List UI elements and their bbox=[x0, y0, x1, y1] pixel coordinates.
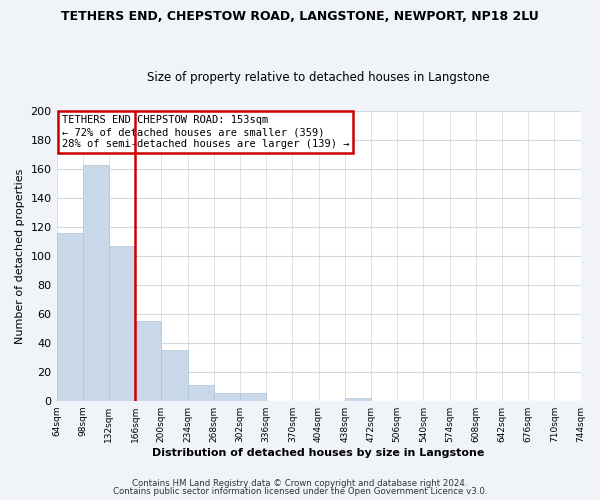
Bar bbox=[240, 394, 266, 400]
Text: TETHERS END CHEPSTOW ROAD: 153sqm
← 72% of detached houses are smaller (359)
28%: TETHERS END CHEPSTOW ROAD: 153sqm ← 72% … bbox=[62, 116, 349, 148]
Title: Size of property relative to detached houses in Langstone: Size of property relative to detached ho… bbox=[147, 70, 490, 84]
Bar bbox=[83, 164, 109, 400]
Text: Contains public sector information licensed under the Open Government Licence v3: Contains public sector information licen… bbox=[113, 487, 487, 496]
Bar bbox=[345, 398, 371, 400]
Text: Contains HM Land Registry data © Crown copyright and database right 2024.: Contains HM Land Registry data © Crown c… bbox=[132, 478, 468, 488]
Bar bbox=[214, 394, 240, 400]
Text: TETHERS END, CHEPSTOW ROAD, LANGSTONE, NEWPORT, NP18 2LU: TETHERS END, CHEPSTOW ROAD, LANGSTONE, N… bbox=[61, 10, 539, 23]
Bar bbox=[56, 232, 83, 400]
Bar bbox=[135, 321, 161, 400]
X-axis label: Distribution of detached houses by size in Langstone: Distribution of detached houses by size … bbox=[152, 448, 485, 458]
Bar bbox=[161, 350, 188, 401]
Y-axis label: Number of detached properties: Number of detached properties bbox=[15, 168, 25, 344]
Bar bbox=[188, 385, 214, 400]
Bar bbox=[109, 246, 135, 400]
